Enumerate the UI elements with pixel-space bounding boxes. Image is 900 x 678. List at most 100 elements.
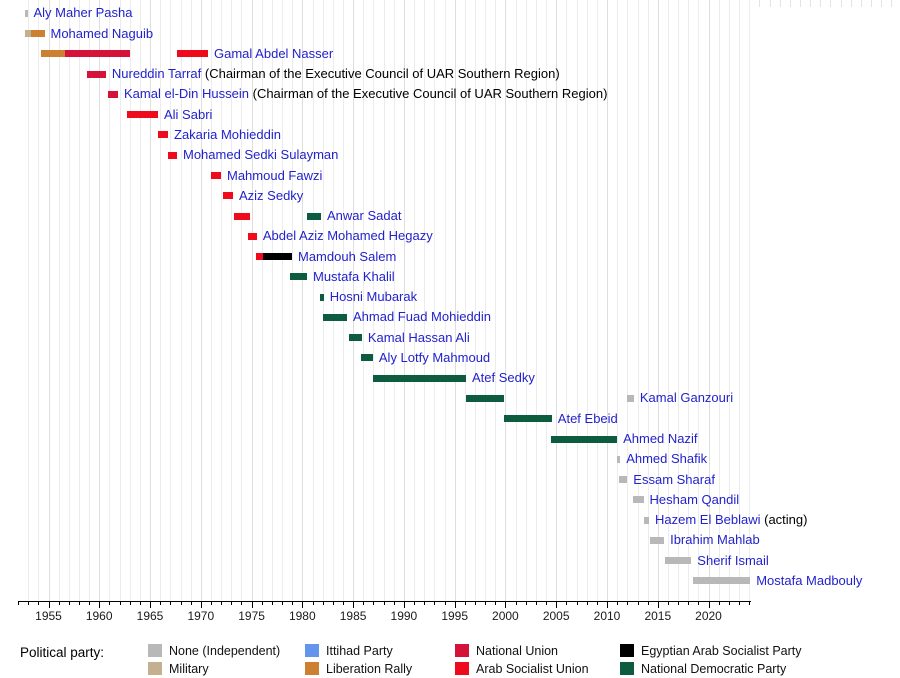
person-name-link[interactable]: Zakaria Mohieddin: [174, 126, 281, 142]
person-name-link[interactable]: Hosni Mubarak: [329, 289, 418, 305]
person-name-link[interactable]: Kamal Hassan Ali: [367, 329, 470, 345]
person-label: Ali Sabri: [164, 107, 212, 123]
person-name-link[interactable]: Aly Lotfy Mahmoud: [378, 349, 491, 365]
year-gridline-stub: [860, 0, 862, 7]
axis-tick: [221, 602, 223, 605]
year-gridline: [596, 0, 598, 601]
person-name-link[interactable]: Ahmed Shafik: [626, 451, 708, 467]
axis-tick: [28, 602, 30, 605]
axis-tick: [322, 602, 324, 605]
person-name-link[interactable]: Mamdouh Salem: [298, 248, 397, 264]
axis-tick: [637, 602, 639, 605]
person-name-link[interactable]: Mustafa Khalil: [313, 268, 395, 284]
person-name-link[interactable]: Mostafa Madbouly: [756, 572, 863, 588]
person-name-link[interactable]: Ali Sabri: [164, 106, 213, 122]
person-name-link[interactable]: Anwar Sadat: [327, 208, 402, 223]
timeline-bar: [643, 516, 649, 524]
year-gridline: [210, 0, 212, 601]
axis-tick: [556, 602, 558, 608]
person-label: Ibrahim Mahlab: [670, 532, 760, 548]
axis-tick: [241, 602, 243, 605]
timeline-bar: [108, 90, 119, 98]
axis-tick: [698, 602, 700, 605]
axis-tick: [200, 602, 202, 608]
timeline-bar: [31, 30, 45, 38]
year-gridline-stub: [850, 0, 852, 7]
axis-tick-label: 1970: [187, 609, 215, 623]
axis-tick: [607, 602, 608, 608]
timeline-bar: [618, 476, 628, 483]
party-legend: Political party: None (Independent) Milit…: [0, 630, 900, 678]
axis-tick: [596, 602, 598, 605]
timeline-bar: [256, 253, 263, 260]
year-gridline: [546, 0, 548, 601]
person-name-link[interactable]: Ibrahim Mahlab: [670, 532, 760, 548]
person-name-link[interactable]: Gamal Abdel Nasser: [214, 45, 334, 61]
person-name-link[interactable]: Atef Ebeid: [557, 410, 618, 426]
person-label: Mohamed Naguib: [51, 26, 154, 42]
axis-tick: [667, 602, 669, 605]
timeline-bar: [168, 151, 177, 159]
year-gridline: [373, 0, 375, 601]
year-gridline: [728, 0, 730, 601]
axis-tick: [495, 602, 497, 605]
year-gridline: [261, 0, 263, 601]
axis-tick: [414, 602, 415, 605]
person-name-link[interactable]: Atef Sedky: [472, 370, 535, 386]
person-name-link[interactable]: Abdel Aziz Mohamed Hegazy: [262, 228, 433, 244]
legend-item-label: Military: [169, 662, 209, 676]
person-name-link[interactable]: Mahmoud Fawzi: [227, 167, 323, 183]
person-label: Abdel Aziz Mohamed Hegazy: [263, 228, 433, 244]
person-name-link[interactable]: Nureddin Tarraf: [111, 66, 202, 82]
axis-tick: [454, 602, 456, 608]
year-gridline: [586, 0, 588, 601]
person-name-link[interactable]: Ahmad Fuad Mohieddin: [353, 309, 492, 325]
person-name-link[interactable]: Hesham Qandil: [649, 491, 740, 507]
axis-tick: [282, 602, 283, 605]
timeline-bar: [466, 394, 504, 402]
year-gridline: [241, 0, 243, 601]
person-label: Aly Lotfy Mahmoud: [379, 350, 490, 366]
year-gridline: [414, 0, 415, 601]
axis-tick-label: 2020: [695, 609, 722, 623]
year-gridline-stub: [779, 0, 781, 7]
timeline-bar: [650, 536, 664, 544]
axis-tick: [68, 602, 70, 605]
person-name-link[interactable]: Sherif Ismail: [697, 552, 769, 568]
axis-tick: [139, 602, 141, 605]
year-gridline: [119, 0, 121, 601]
person-name-link[interactable]: Ahmed Nazif: [623, 431, 698, 446]
legend-item-label: None (Independent): [169, 644, 281, 658]
person-name-link[interactable]: Hazem El Beblawi: [655, 512, 761, 527]
axis-tick-label: 1975: [238, 609, 265, 623]
timeline-bar: [290, 273, 308, 281]
legend-color-swatch: [620, 644, 634, 657]
person-label: Gamal Abdel Nasser: [214, 46, 333, 62]
timeline-bar: [248, 232, 257, 240]
timeline-bar: [177, 50, 208, 58]
year-gridline: [464, 0, 466, 601]
year-gridline: [332, 0, 334, 601]
person-name-link[interactable]: Aly Maher Pasha: [33, 5, 133, 21]
person-name-link[interactable]: Aziz Sedky: [239, 187, 304, 203]
year-gridline: [68, 0, 70, 601]
person-name-link[interactable]: Kamal el-Din Hussein: [124, 86, 249, 102]
year-gridline-stub: [881, 0, 883, 7]
person-name-link[interactable]: Mohamed Naguib: [50, 25, 154, 41]
axis-tick: [271, 602, 273, 605]
axis-tick: [749, 602, 751, 605]
axis-tick: [505, 602, 507, 608]
person-name-link[interactable]: Essam Sharaf: [633, 471, 715, 487]
person-name-link[interactable]: Kamal Ganzouri: [639, 390, 734, 406]
legend-color-swatch: [455, 662, 469, 675]
year-gridline: [58, 0, 60, 601]
person-name-link[interactable]: Mohamed Sedki Sulayman: [183, 147, 339, 163]
year-gridline-stub: [759, 0, 761, 7]
timeline-bar: [692, 577, 751, 585]
year-gridline-stub: [799, 0, 801, 7]
person-label: Atef Ebeid: [558, 411, 618, 427]
legend-title: Political party:: [20, 645, 105, 660]
timeline-bar: [41, 50, 66, 58]
year-gridline: [221, 0, 223, 601]
year-gridline: [576, 0, 578, 601]
